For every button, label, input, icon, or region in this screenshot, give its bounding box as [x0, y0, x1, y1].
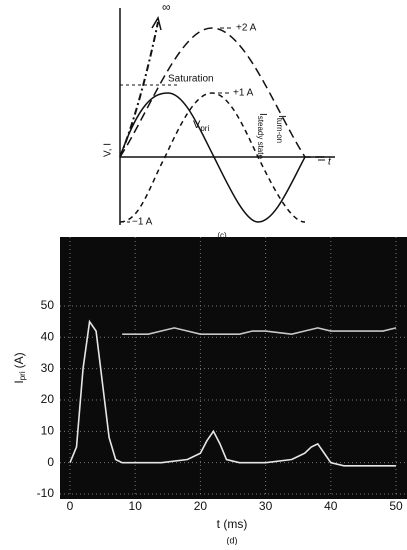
label: Isteady state [256, 113, 268, 159]
x-tick-label: 50 [389, 499, 403, 513]
label: steady state [256, 116, 265, 160]
label: Saturation [168, 74, 214, 85]
label: Iturn-on [275, 115, 287, 143]
label: pri [200, 124, 209, 133]
x-axis-label: t (ms) [217, 517, 248, 531]
y-tick-label: 0 [47, 455, 54, 469]
i-steady-curve [119, 92, 306, 223]
x-tick-label: 40 [324, 499, 338, 513]
label: +2 A [236, 23, 257, 34]
diagram-c [119, 8, 335, 225]
y-tick-label: 50 [41, 298, 55, 312]
saturation-curve [119, 21, 159, 158]
arrow [151, 16, 162, 31]
axis-label: V, I [103, 143, 114, 157]
label: I [276, 115, 287, 118]
axis-label: t [328, 157, 332, 168]
y-axis-label: Ipri (A) [12, 352, 27, 383]
trace [69, 319, 396, 467]
x-tick-label: 0 [67, 499, 74, 513]
y-tick-label: 20 [41, 392, 55, 406]
label: (A) [12, 352, 26, 368]
label: pri [18, 371, 27, 380]
v-curve [119, 92, 306, 223]
y-tick-label: 30 [41, 361, 55, 375]
trace [122, 327, 397, 335]
label: I [12, 380, 26, 383]
y-tick-label: 40 [41, 329, 55, 343]
label: ∞ [162, 0, 171, 14]
label: I [257, 113, 268, 116]
x-tick-label: 20 [194, 499, 208, 513]
caption: (c) [217, 231, 227, 240]
label: V [193, 119, 201, 131]
i-turn-on-curve [119, 27, 330, 158]
x-tick-label: 30 [259, 499, 273, 513]
y-tick-label: -10 [37, 486, 55, 500]
label: −1 A [132, 217, 153, 228]
y-tick-label: 10 [41, 423, 55, 437]
label: +1 A [233, 88, 254, 99]
label: Vpri [193, 119, 209, 133]
caption: (d) [227, 535, 238, 545]
plot-background [60, 237, 407, 499]
x-tick-label: 10 [129, 499, 143, 513]
label: turn-on [275, 118, 284, 143]
